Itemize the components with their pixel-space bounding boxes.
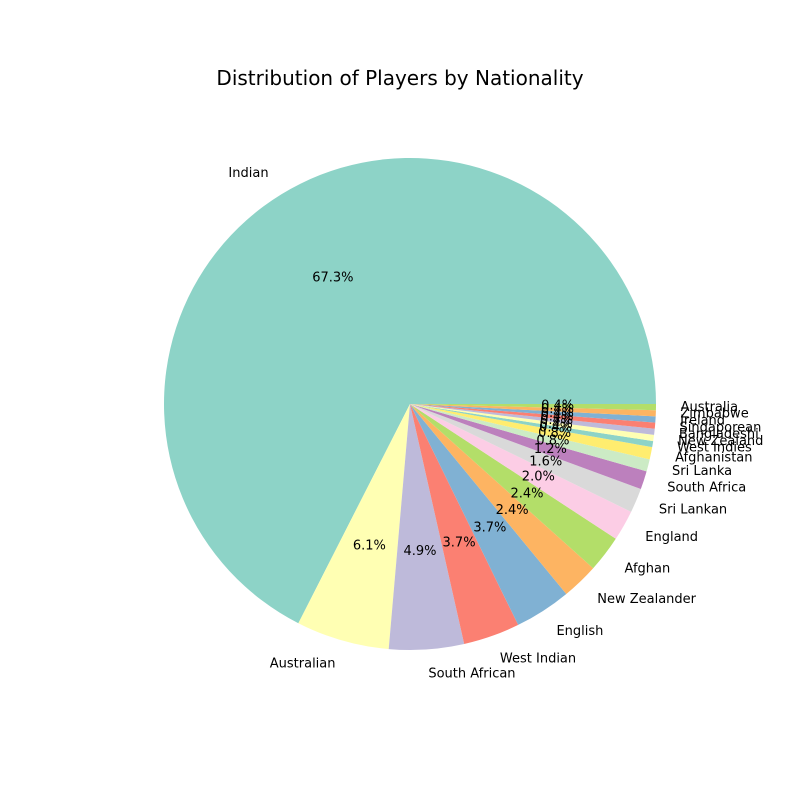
slice-label-8: Sri Lankan — [659, 503, 727, 518]
slice-pct-label-18: 0.4% — [541, 398, 574, 413]
slice-label-6: Afghan — [625, 561, 671, 576]
pie-slice-15 — [410, 404, 656, 429]
slice-label-13: New Zealand — [678, 434, 763, 449]
slice-pct-label-5: 2.4% — [496, 503, 529, 518]
slice-pct-label-7: 2.0% — [522, 469, 555, 484]
slice-pct-label-1: 6.1% — [353, 538, 386, 553]
slice-label-4: English — [556, 624, 603, 639]
slice-pct-label-6: 2.4% — [511, 486, 544, 501]
pie-slice-4 — [410, 404, 567, 625]
pie-slice-16 — [410, 404, 656, 423]
pie-slice-18 — [410, 404, 656, 411]
slice-pct-label-12: 0.4% — [539, 421, 572, 436]
pie-slices — [163, 157, 657, 650]
pie-slice-6 — [410, 404, 616, 569]
pie-labels: Indian 67.3% Australian 6.1% South African 4.… — [228, 166, 763, 682]
slice-pct-label-16: 0.4% — [541, 406, 574, 421]
slice-pct-label-11: 0.8% — [538, 426, 571, 441]
slice-label-10: Sri Lanka — [672, 464, 732, 479]
slice-pct-label-15: 0.4% — [541, 410, 574, 425]
pie-slice-9 — [410, 404, 647, 490]
pie-slice-5 — [410, 404, 594, 594]
slice-label-11: Afghanistan — [675, 451, 752, 466]
pie-slice-12 — [410, 404, 654, 448]
pie-slice-2 — [388, 404, 465, 650]
slice-label-17: Zimbabwe — [680, 407, 748, 422]
slice-label-5: New Zealander — [597, 592, 696, 607]
slice-pct-label-3: 3.7% — [443, 536, 476, 551]
slice-label-12: West Indies — [677, 441, 752, 456]
slice-pct-label-10: 0.8% — [536, 433, 569, 448]
slice-pct-label-17: 0.4% — [541, 402, 574, 417]
pie-slice-17 — [410, 404, 656, 417]
slice-label-14: Bangladeshi — [679, 427, 759, 442]
pie-slice-3 — [410, 404, 519, 644]
slice-pct-label-8: 1.6% — [529, 454, 562, 469]
slice-label-3: West Indian — [500, 652, 576, 667]
pie-slice-11 — [410, 404, 653, 460]
slice-pct-label-4: 3.7% — [473, 521, 506, 536]
slice-pct-label-2: 4.9% — [403, 544, 436, 559]
pie-slice-0 — [163, 157, 657, 624]
slice-label-7: England — [645, 530, 698, 545]
slice-pct-label-14: 0.4% — [540, 413, 573, 428]
chart-title: Distribution of Players by Nationality — [216, 66, 584, 90]
slice-label-9: South Africa — [667, 480, 746, 495]
slice-label-2: South African — [428, 666, 515, 681]
slice-label-16: Ireland — [680, 414, 725, 429]
pie-slice-14 — [410, 404, 655, 435]
slice-pct-label-0: 67.3% — [312, 271, 353, 286]
pie-slice-10 — [410, 404, 650, 472]
slice-label-15: Singaporean — [680, 420, 762, 435]
pie-slice-7 — [410, 404, 632, 539]
pie-slice-8 — [410, 404, 641, 512]
slice-pct-label-9: 1.2% — [534, 442, 567, 457]
slice-pct-label-13: 0.4% — [540, 417, 573, 432]
pie-slice-13 — [410, 404, 655, 442]
slice-label-1: Australian — [270, 657, 336, 672]
slice-label-18: Australia — [681, 400, 739, 415]
pie-slice-1 — [298, 404, 410, 650]
slice-label-0: Indian — [228, 166, 268, 181]
